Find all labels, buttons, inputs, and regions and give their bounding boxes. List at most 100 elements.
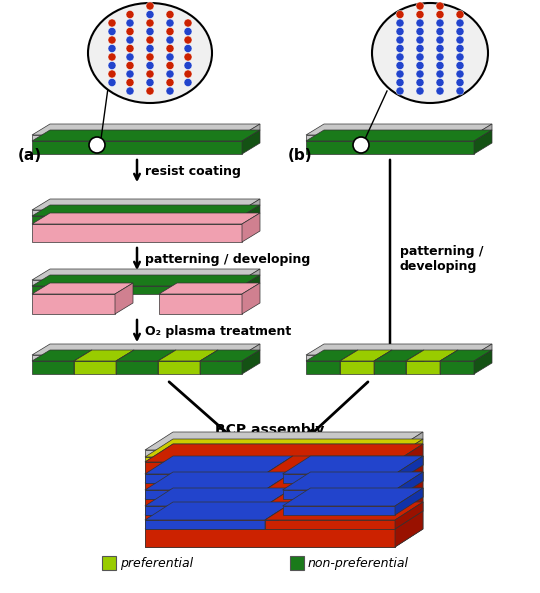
Circle shape: [396, 87, 404, 95]
Polygon shape: [74, 350, 134, 361]
Circle shape: [166, 11, 174, 18]
Circle shape: [108, 70, 116, 78]
Polygon shape: [145, 462, 395, 474]
Polygon shape: [306, 124, 492, 135]
Polygon shape: [32, 205, 260, 216]
Circle shape: [436, 87, 444, 95]
Circle shape: [436, 2, 444, 10]
Text: preferential: preferential: [120, 556, 193, 569]
Circle shape: [456, 36, 464, 44]
Polygon shape: [145, 520, 265, 529]
Circle shape: [108, 62, 116, 69]
Circle shape: [396, 62, 404, 69]
Polygon shape: [406, 361, 440, 374]
Circle shape: [184, 27, 192, 36]
Polygon shape: [395, 472, 423, 499]
Circle shape: [416, 78, 424, 87]
Circle shape: [436, 78, 444, 87]
Circle shape: [436, 53, 444, 61]
Circle shape: [184, 53, 192, 61]
Circle shape: [126, 62, 134, 69]
Polygon shape: [440, 361, 474, 374]
Polygon shape: [145, 490, 395, 499]
Circle shape: [416, 53, 424, 61]
Polygon shape: [306, 361, 340, 374]
Polygon shape: [115, 283, 133, 314]
Circle shape: [416, 19, 424, 27]
Circle shape: [416, 11, 424, 18]
Circle shape: [126, 70, 134, 78]
Circle shape: [108, 19, 116, 27]
Polygon shape: [145, 465, 423, 483]
Text: BCP assembly: BCP assembly: [215, 423, 325, 437]
Polygon shape: [145, 462, 395, 547]
Polygon shape: [440, 350, 492, 361]
Circle shape: [436, 19, 444, 27]
Polygon shape: [145, 511, 423, 529]
Circle shape: [396, 19, 404, 27]
Polygon shape: [265, 488, 293, 515]
Polygon shape: [32, 141, 242, 154]
Polygon shape: [340, 350, 358, 374]
Circle shape: [436, 62, 444, 69]
Polygon shape: [374, 350, 392, 374]
Polygon shape: [32, 344, 260, 355]
Bar: [102, 556, 116, 570]
Polygon shape: [32, 216, 242, 224]
Polygon shape: [306, 344, 492, 355]
Polygon shape: [145, 472, 423, 490]
Polygon shape: [32, 130, 260, 141]
Polygon shape: [395, 488, 423, 515]
Polygon shape: [145, 483, 395, 490]
Circle shape: [416, 62, 424, 69]
Polygon shape: [395, 511, 423, 547]
Polygon shape: [242, 213, 260, 242]
Polygon shape: [265, 490, 395, 499]
Polygon shape: [395, 497, 423, 520]
Circle shape: [184, 19, 192, 27]
Polygon shape: [32, 361, 74, 374]
Polygon shape: [32, 210, 242, 216]
Polygon shape: [242, 344, 260, 361]
Polygon shape: [32, 135, 242, 141]
Polygon shape: [32, 286, 242, 294]
Circle shape: [126, 87, 134, 95]
Polygon shape: [474, 350, 492, 374]
Polygon shape: [265, 502, 293, 529]
Polygon shape: [145, 432, 423, 450]
Circle shape: [456, 87, 464, 95]
Polygon shape: [116, 361, 158, 374]
Circle shape: [184, 70, 192, 78]
Circle shape: [416, 87, 424, 95]
Circle shape: [184, 44, 192, 53]
Polygon shape: [306, 355, 474, 361]
Circle shape: [166, 78, 174, 87]
Polygon shape: [395, 465, 423, 490]
Polygon shape: [200, 350, 218, 374]
Polygon shape: [32, 269, 260, 280]
Polygon shape: [395, 444, 423, 474]
Polygon shape: [145, 474, 265, 483]
Polygon shape: [306, 135, 474, 141]
Polygon shape: [474, 124, 492, 141]
Circle shape: [108, 78, 116, 87]
Polygon shape: [265, 520, 395, 529]
Circle shape: [396, 27, 404, 36]
Circle shape: [456, 44, 464, 53]
Circle shape: [396, 70, 404, 78]
Polygon shape: [395, 488, 423, 515]
Circle shape: [436, 27, 444, 36]
Text: O₂ plasma treatment: O₂ plasma treatment: [145, 324, 291, 337]
Polygon shape: [32, 283, 133, 294]
Circle shape: [184, 78, 192, 87]
Polygon shape: [395, 481, 423, 506]
Text: (a): (a): [18, 148, 42, 163]
Circle shape: [146, 53, 154, 61]
Polygon shape: [74, 361, 116, 374]
Polygon shape: [306, 130, 492, 141]
Circle shape: [146, 11, 154, 18]
Polygon shape: [395, 432, 423, 457]
Polygon shape: [242, 275, 260, 294]
Polygon shape: [306, 350, 358, 361]
Polygon shape: [395, 472, 423, 499]
